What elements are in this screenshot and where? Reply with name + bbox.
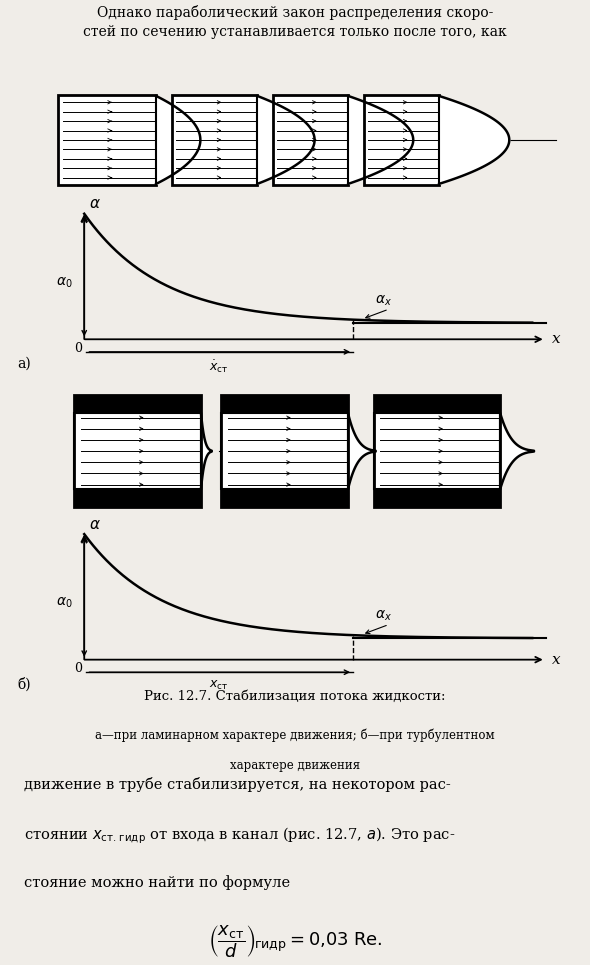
Bar (373, 413, 500, 489)
Text: x: x (552, 332, 561, 346)
Bar (74, 396, 201, 508)
FancyBboxPatch shape (364, 96, 439, 184)
Text: $\alpha$: $\alpha$ (88, 517, 100, 532)
Bar (74, 489, 201, 508)
Bar (373, 396, 500, 413)
Bar (221, 489, 348, 508)
Text: $\dot{x}_{\text{ст}}$: $\dot{x}_{\text{ст}}$ (209, 359, 228, 375)
Text: $\alpha_0$: $\alpha_0$ (57, 596, 73, 611)
Text: движение в трубе стабилизируется, на некотором рас-: движение в трубе стабилизируется, на нек… (24, 777, 450, 792)
Text: $x_{\text{ст}}$: $x_{\text{ст}}$ (209, 679, 228, 692)
FancyBboxPatch shape (172, 96, 257, 184)
Bar (221, 396, 348, 508)
Text: а): а) (17, 357, 31, 371)
Text: $\alpha$: $\alpha$ (88, 197, 100, 211)
Text: $\alpha_0$: $\alpha_0$ (57, 276, 73, 290)
Bar (74, 413, 201, 489)
Bar (373, 489, 500, 508)
Text: Однако параболический закон распределения скоро-
стей по сечению устанавливается: Однако параболический закон распределени… (83, 5, 507, 40)
Text: $\left(\dfrac{x_{\text{ст}}}{d}\right)_{\!\text{гидр}} = 0{,}03\;\mathrm{Re}.$: $\left(\dfrac{x_{\text{ст}}}{d}\right)_{… (208, 924, 382, 960)
Text: 0: 0 (74, 342, 82, 355)
FancyBboxPatch shape (273, 96, 348, 184)
Bar (74, 396, 201, 413)
Text: x: x (552, 652, 561, 667)
Text: Рис. 12.7. Стабилизация потока жидкости:: Рис. 12.7. Стабилизация потока жидкости: (144, 690, 446, 703)
Bar (373, 396, 500, 508)
FancyBboxPatch shape (58, 96, 156, 184)
Text: характере движения: характере движения (230, 759, 360, 772)
Text: б): б) (17, 677, 31, 692)
Bar (221, 396, 348, 413)
Text: $\alpha_x$: $\alpha_x$ (375, 609, 392, 623)
Text: стоянии $x_{\text{ст. гидр}}$ от входа в канал (рис. 12.7, $a$). Это рас-: стоянии $x_{\text{ст. гидр}}$ от входа в… (24, 826, 455, 846)
Text: а—при ламинарном характере движения; б—при турбулентном: а—при ламинарном характере движения; б—п… (95, 729, 495, 742)
Text: стояние можно найти по формуле: стояние можно найти по формуле (24, 874, 290, 890)
Bar (221, 413, 348, 489)
Text: $\alpha_x$: $\alpha_x$ (375, 293, 392, 308)
Text: 0: 0 (74, 662, 82, 675)
